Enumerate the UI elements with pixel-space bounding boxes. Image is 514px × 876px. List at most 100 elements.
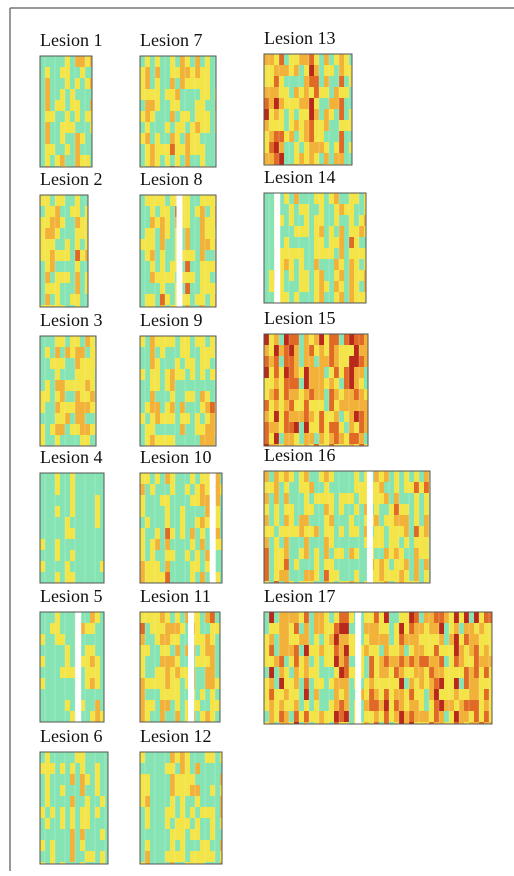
heat-cell [80, 796, 85, 807]
heat-cell [140, 228, 145, 239]
heat-cell [284, 689, 289, 700]
heat-cell [195, 228, 200, 239]
heat-cell [145, 155, 150, 166]
heat-cell [205, 347, 210, 358]
heat-cell [319, 689, 324, 700]
heat-cell [55, 133, 60, 144]
heat-cell [75, 517, 80, 528]
heat-cell [40, 413, 45, 424]
heat-cell [324, 570, 329, 581]
heat-cell [359, 548, 364, 559]
heat-cell [399, 656, 404, 667]
heat-cell [289, 334, 294, 345]
heat-cell [65, 796, 70, 807]
heat-cell [374, 667, 379, 678]
heat-cell [379, 645, 384, 656]
heat-cell [359, 493, 364, 504]
heat-cell [349, 345, 354, 356]
heat-cell [449, 645, 454, 656]
heat-cell [75, 807, 80, 818]
heat-cell [359, 422, 364, 433]
heat-cell [185, 155, 190, 166]
heat-cell [274, 504, 279, 515]
heat-cell [359, 433, 364, 444]
heat-cell [165, 144, 170, 155]
heat-cell [185, 228, 190, 239]
heat-cell [274, 422, 279, 433]
heat-cell [289, 400, 294, 411]
heat-cell [359, 378, 364, 389]
heat-cell [264, 98, 269, 109]
heat-cell [180, 840, 185, 851]
heat-cell [90, 572, 95, 583]
heat-cell [294, 76, 299, 87]
heat-cell [294, 700, 299, 711]
heat-cell [215, 473, 220, 484]
heat-cell [269, 215, 274, 226]
heat-cell [289, 623, 294, 634]
heat-cell [289, 471, 294, 482]
heat-cell [60, 689, 65, 700]
heat-cell [185, 67, 190, 78]
panel-label: Lesion 2 [40, 169, 103, 189]
heat-cell [334, 54, 339, 65]
heat-cell [150, 528, 155, 539]
heat-cell [145, 336, 150, 347]
heat-cell [329, 54, 334, 65]
heat-cell [344, 526, 349, 537]
heat-cell [80, 133, 85, 144]
heat-cell [80, 250, 85, 261]
heatmap [40, 336, 96, 446]
heat-cell [304, 526, 309, 537]
heat-cell [379, 623, 384, 634]
heat-cell [145, 195, 150, 206]
heat-cell [210, 785, 215, 796]
heat-cell [324, 482, 329, 493]
heat-cell [210, 78, 215, 89]
heat-cell [319, 433, 324, 444]
heat-cell [394, 667, 399, 678]
heat-cell [165, 763, 170, 774]
heat-cell [299, 87, 304, 98]
heat-cell [309, 656, 314, 667]
heat-cell [474, 656, 479, 667]
heat-cell [200, 829, 205, 840]
heat-cell [404, 537, 409, 548]
heat-cell [155, 89, 160, 100]
heat-cell [205, 67, 210, 78]
heat-cell [175, 78, 180, 89]
heat-cell [369, 711, 374, 722]
heat-cell [165, 572, 170, 583]
heat-cell [309, 87, 314, 98]
heat-cell [339, 281, 344, 292]
heat-cell [165, 413, 170, 424]
heat-cell [65, 572, 70, 583]
heat-cell [55, 818, 60, 829]
heat-cell [70, 634, 75, 645]
heat-cell [424, 526, 429, 537]
heat-cell [354, 378, 359, 389]
heat-cell [210, 424, 215, 435]
heat-cell [70, 294, 75, 305]
heat-cell [319, 120, 324, 131]
heat-cell [299, 493, 304, 504]
heat-cell [50, 217, 55, 228]
heat-cell [279, 87, 284, 98]
heat-cell [324, 559, 329, 570]
heat-cell [399, 634, 404, 645]
heat-cell [409, 656, 414, 667]
heat-cell [424, 515, 429, 526]
heat-cell [394, 711, 399, 722]
heat-cell [175, 89, 180, 100]
heat-cell [60, 796, 65, 807]
heat-cell [155, 435, 160, 446]
heat-cell [190, 206, 195, 217]
heat-cell [200, 358, 205, 369]
heat-cell [180, 484, 185, 495]
heat-cell [314, 623, 319, 634]
heat-cell [200, 111, 205, 122]
heat-cell [334, 422, 339, 433]
heat-cell [165, 700, 170, 711]
heat-cell [150, 435, 155, 446]
heat-cell [70, 122, 75, 133]
